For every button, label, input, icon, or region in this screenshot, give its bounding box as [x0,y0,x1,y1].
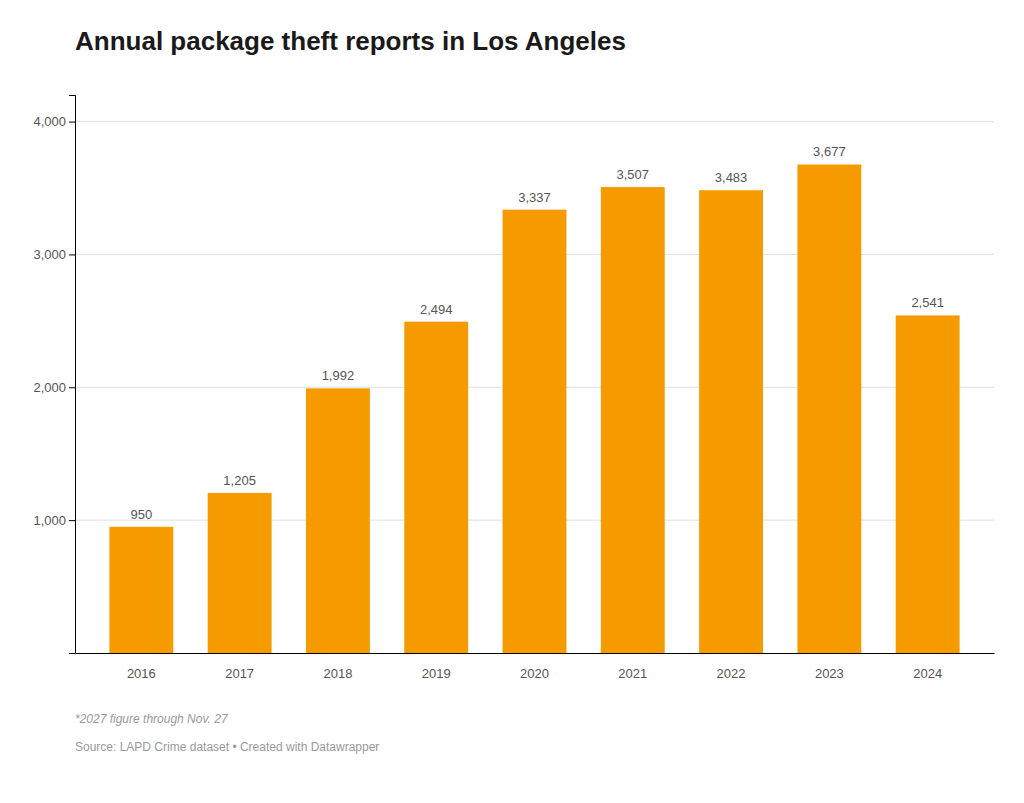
title: Annual package theft reports in Los Ange… [75,26,626,56]
data-label: 950 [130,507,152,522]
data-label: 1,992 [322,368,355,383]
data-label: 1,205 [223,473,256,488]
x-tick: 2022 [717,666,746,681]
bar [503,210,567,653]
bar [306,388,370,653]
x-tick: 2016 [127,666,156,681]
x-tick: 2017 [225,666,254,681]
chart-container: 1,000 2,000 3,000 4,000 2016 2017 2018 2019 2020… [0,0,1024,803]
x-tick: 2020 [520,666,549,681]
y-tick-label: 2,000 [33,380,66,395]
x-tick: 2019 [422,666,451,681]
bar [601,187,665,653]
bars [109,164,959,653]
x-axis-line [76,653,995,654]
plot-area: 1,000 2,000 3,000 4,000 2016 2017 2018 2019 2020… [33,96,994,681]
data-label: 2,541 [911,295,944,310]
y-tick-label: 4,000 [33,114,66,129]
data-label: 3,483 [715,170,748,185]
x-tick: 2018 [323,666,352,681]
x-tick-label: 2019 [422,666,451,681]
x-tick-label: 2017 [225,666,254,681]
x-tick-label: 2018 [323,666,352,681]
y-axis-line [69,96,76,654]
footnote: Source: LAPD Crime dataset • Created wit… [75,740,379,754]
chart-svg: 1,000 2,000 3,000 4,000 2016 2017 2018 2019 2020… [0,0,1024,803]
data-label: 3,507 [617,167,650,182]
grid-line [75,121,994,122]
x-tick-label: 2023 [815,666,844,681]
y-tick: 4,000 [33,114,75,129]
bar [699,190,763,653]
x-tick-label: 2021 [618,666,647,681]
y-tick-mark [69,520,75,521]
footnote: *2027 figure through Nov. 27 [75,712,229,726]
x-tick: 2023 [815,666,844,681]
y-tick-mark [69,122,75,123]
x-tick-label: 2024 [913,666,942,681]
data-label: 3,677 [813,144,846,159]
y-tick-mark [69,254,75,255]
x-tick-label: 2016 [127,666,156,681]
bar [896,315,960,653]
data-label: 3,337 [518,190,551,205]
bar [404,322,468,653]
y-tick: 1,000 [33,513,75,528]
bar [208,493,272,653]
bar [797,164,861,653]
y-tick-mark [69,387,75,388]
y-axis: 1,000 2,000 3,000 4,000 [33,96,75,654]
y-tick-label: 1,000 [33,513,66,528]
x-tick: 2024 [913,666,942,681]
x-axis: 2016 2017 2018 2019 2020 2021 2022 2023 2024 [76,654,995,681]
bar [109,527,173,653]
y-tick: 3,000 [33,247,75,262]
x-tick-label: 2020 [520,666,549,681]
data-label: 2,494 [420,302,453,317]
x-tick-label: 2022 [717,666,746,681]
x-tick: 2021 [618,666,647,681]
y-tick-label: 3,000 [33,247,66,262]
data-labels: 950 1,205 1,992 2,494 3,337 3,507 3,483 3,677 2,… [130,144,943,521]
y-tick: 2,000 [33,380,75,395]
